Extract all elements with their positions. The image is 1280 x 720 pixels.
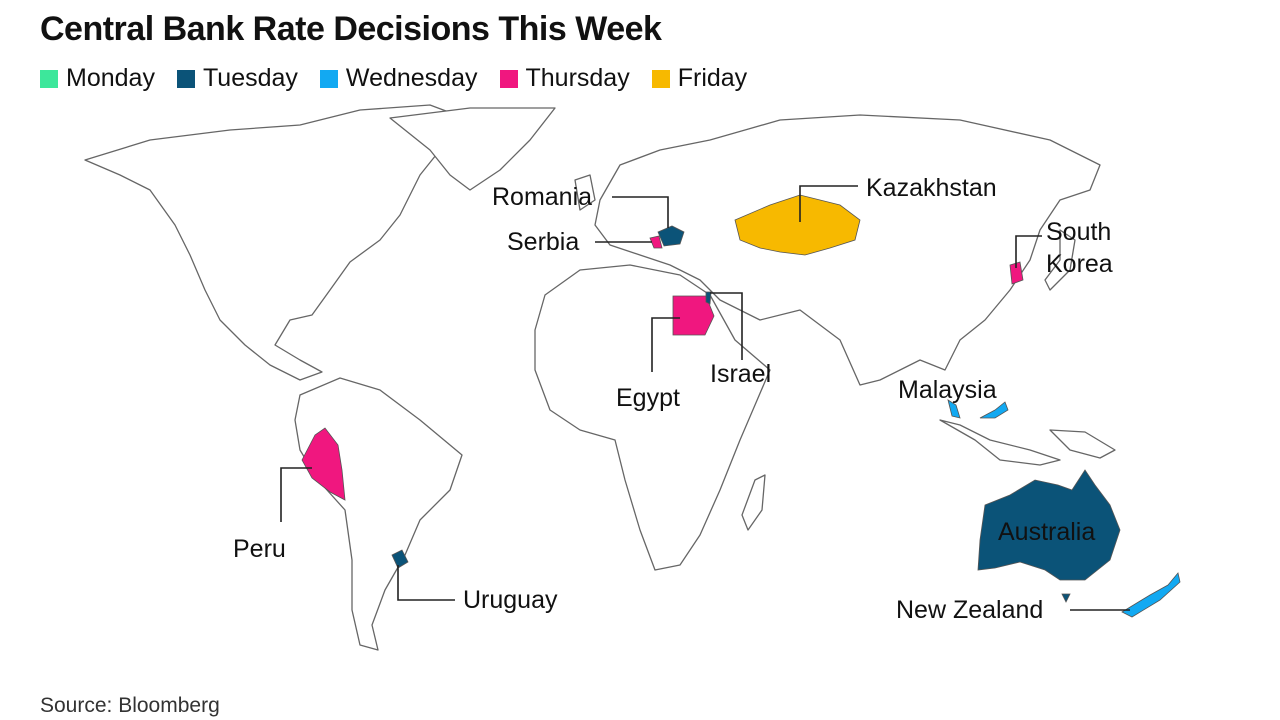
country-israel: [705, 291, 712, 305]
highlighted-countries: [301, 194, 1181, 618]
country-serbia: [649, 235, 663, 249]
leader-egypt: [651, 317, 680, 372]
leader-kazakhstan: [799, 185, 858, 222]
label-romania: Romania: [492, 183, 592, 211]
label-australia: Australia: [998, 518, 1095, 546]
legend-label: Wednesday: [345, 64, 478, 92]
leader-lines: [280, 185, 1130, 611]
label-egypt: Egypt: [616, 384, 680, 412]
country-malaysia-peninsula: [947, 399, 961, 419]
country-romania: [657, 225, 685, 247]
label-malaysia: Malaysia: [898, 376, 997, 404]
legend-item-tuesday: Tuesday: [176, 64, 298, 93]
leader-south-korea: [1015, 235, 1042, 268]
leader-peru: [280, 467, 312, 522]
label-new-zealand: New Zealand: [896, 596, 1043, 624]
label-kazakhstan: Kazakhstan: [866, 174, 997, 202]
north-america: [84, 104, 471, 381]
leader-uruguay: [397, 565, 455, 601]
legend-swatch: [40, 69, 58, 88]
country-uruguay: [391, 549, 409, 569]
source-note: Source: Bloomberg: [40, 694, 220, 717]
southeast-asia-islands: [939, 419, 1061, 466]
country-kazakhstan: [734, 194, 861, 256]
legend-label: Monday: [66, 64, 155, 92]
uk: [574, 174, 596, 211]
country-australia: [977, 469, 1121, 581]
legend-item-thursday: Thursday: [499, 64, 630, 93]
new-guinea: [1049, 429, 1116, 459]
legend-swatch: [499, 69, 518, 88]
leader-romania: [612, 196, 669, 228]
country-egypt: [672, 295, 715, 336]
madagascar: [741, 474, 766, 531]
leader-israel: [710, 292, 743, 360]
japan: [1044, 229, 1076, 291]
label-south-korea-line1: South: [1046, 218, 1111, 246]
legend-swatch: [319, 69, 338, 88]
label-serbia: Serbia: [507, 228, 579, 256]
country-labels: Romania Serbia Kazakhstan South Korea Eg…: [233, 174, 1113, 624]
country-malaysia-borneo: [979, 401, 1009, 419]
legend-label: Tuesday: [202, 64, 298, 92]
map-title: Central Bank Rate Decisions This Week: [40, 10, 662, 48]
legend-swatch: [176, 69, 195, 88]
country-new-zealand: [1121, 572, 1181, 618]
south-america: [294, 377, 463, 651]
eurasia: [594, 114, 1101, 386]
label-israel: Israel: [710, 360, 771, 388]
label-uruguay: Uruguay: [463, 586, 558, 614]
country-peru: [301, 427, 346, 501]
legend-item-monday: Monday: [40, 64, 155, 93]
legend-item-wednesday: Wednesday: [319, 64, 478, 93]
label-peru: Peru: [233, 535, 286, 563]
label-south-korea-line2: Korea: [1046, 250, 1113, 278]
greenland: [389, 107, 556, 191]
base-land: [84, 104, 1116, 651]
legend-swatch: [651, 69, 670, 88]
africa: [534, 264, 771, 571]
legend-label: Thursday: [525, 64, 630, 92]
legend: Monday Tuesday Wednesday Thursday Friday: [40, 64, 747, 93]
country-tasmania: [1061, 593, 1071, 603]
legend-item-friday: Friday: [651, 64, 748, 93]
legend-label: Friday: [677, 64, 748, 92]
